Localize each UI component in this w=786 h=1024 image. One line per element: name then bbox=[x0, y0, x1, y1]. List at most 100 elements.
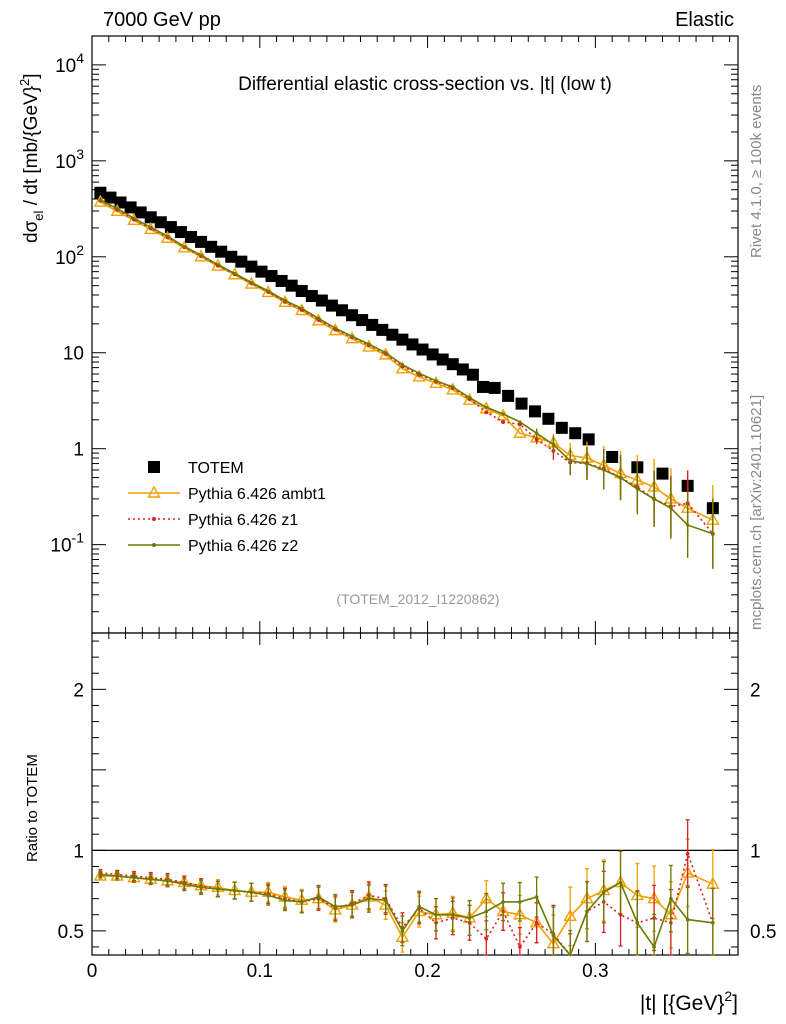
series-point bbox=[182, 244, 186, 249]
series-point bbox=[417, 371, 421, 375]
ratio-series-2 bbox=[98, 850, 715, 957]
ratio-point bbox=[333, 904, 338, 909]
ratio-point bbox=[132, 875, 136, 880]
process-label: Elastic bbox=[675, 9, 734, 31]
totem-point bbox=[488, 381, 501, 394]
x-tick-label: 0.3 bbox=[582, 961, 608, 982]
totem-point bbox=[275, 274, 288, 287]
series-point bbox=[395, 361, 410, 374]
totem-point bbox=[555, 421, 568, 434]
totem-point bbox=[195, 235, 208, 248]
main-data-layer bbox=[93, 186, 720, 569]
series-point bbox=[266, 289, 270, 293]
totem-point bbox=[456, 363, 469, 376]
ratio-point bbox=[316, 895, 321, 899]
y-tick-label: 102 bbox=[55, 242, 84, 269]
x-tick-label: 0.2 bbox=[414, 961, 440, 982]
totem-point bbox=[184, 230, 197, 243]
totem-point bbox=[325, 299, 338, 312]
ratio-plot-frame bbox=[91, 632, 739, 956]
series-point bbox=[199, 253, 203, 257]
series-point bbox=[165, 234, 170, 238]
series-point bbox=[177, 240, 191, 253]
series-point bbox=[602, 468, 606, 472]
ratio-point bbox=[249, 890, 254, 895]
series-point bbox=[652, 497, 656, 501]
ratio-point bbox=[484, 937, 489, 941]
totem-point bbox=[416, 343, 429, 356]
legend-label: Pythia 6.426 ambt1 bbox=[188, 486, 326, 503]
ratio-point bbox=[534, 921, 539, 925]
series-point bbox=[669, 506, 673, 510]
ratio-y-ticks bbox=[92, 640, 738, 948]
totem-point bbox=[515, 397, 528, 410]
series-point bbox=[115, 206, 119, 211]
ratio-point bbox=[534, 895, 539, 899]
y-tick-label: 103 bbox=[55, 146, 84, 173]
series-point bbox=[216, 262, 220, 267]
y-axis-ticks bbox=[92, 35, 738, 613]
totem-point bbox=[305, 290, 318, 303]
totem-point bbox=[245, 260, 258, 273]
ratio-point bbox=[98, 872, 103, 877]
ratio-point bbox=[450, 912, 455, 917]
series-point bbox=[367, 342, 371, 346]
series-point bbox=[149, 225, 153, 229]
ratio-point bbox=[434, 912, 438, 917]
totem-point bbox=[426, 348, 439, 361]
series-point bbox=[233, 271, 237, 276]
ratio-point bbox=[518, 945, 522, 949]
ratio-point bbox=[383, 898, 388, 903]
series-point bbox=[350, 334, 354, 339]
totem-point bbox=[528, 405, 541, 418]
series-point bbox=[518, 420, 522, 424]
totem-point bbox=[466, 368, 479, 381]
series-point bbox=[227, 267, 242, 280]
legend: TOTEM Pythia 6.426 ambt1 Pythia 6.426 z1 Py… bbox=[128, 460, 326, 555]
legend-marker bbox=[148, 461, 160, 473]
ratio-series-0 bbox=[93, 838, 720, 956]
totem-point bbox=[386, 328, 399, 341]
totem-point bbox=[346, 309, 359, 322]
totem-point bbox=[124, 201, 137, 214]
totem-point bbox=[406, 338, 419, 351]
ratio-point bbox=[400, 929, 405, 933]
ratio-point bbox=[182, 882, 187, 886]
series-point bbox=[333, 326, 337, 330]
totem-point bbox=[606, 450, 619, 463]
totem-point bbox=[144, 211, 157, 224]
legend-label: Pythia 6.426 z2 bbox=[188, 538, 298, 555]
legend-label: TOTEM bbox=[188, 460, 244, 477]
ratio-point bbox=[266, 893, 270, 898]
ratio-point bbox=[551, 933, 556, 938]
x-axis-ticks bbox=[91, 36, 731, 955]
series-point bbox=[534, 437, 539, 442]
series-point bbox=[249, 280, 254, 285]
series-point bbox=[400, 363, 405, 367]
series-3 bbox=[98, 198, 715, 569]
series-point bbox=[618, 475, 623, 480]
series-point bbox=[194, 249, 208, 262]
totem-point bbox=[542, 412, 555, 425]
x-tick-label: 0 bbox=[87, 961, 98, 982]
ratio-point bbox=[618, 880, 623, 885]
totem-point bbox=[366, 318, 379, 331]
series-point bbox=[535, 431, 539, 435]
totem-point bbox=[225, 250, 238, 263]
series-point bbox=[300, 306, 304, 310]
totem-point bbox=[295, 285, 308, 298]
x-axis-label: |t| [{GeV}2] bbox=[640, 988, 738, 1015]
totem-point bbox=[356, 314, 369, 327]
totem-point bbox=[134, 206, 147, 219]
ratio-point bbox=[685, 851, 690, 856]
ratio-point bbox=[652, 945, 656, 949]
series-point bbox=[451, 385, 455, 389]
ratio-point bbox=[669, 896, 673, 901]
ratio-tick-label-right: 0.5 bbox=[750, 922, 776, 943]
totem-point bbox=[174, 226, 187, 239]
legend-marker bbox=[152, 543, 156, 547]
series-point bbox=[513, 425, 527, 438]
main-y-axis-label: dσel / dt [mb/{GeV}2] bbox=[17, 73, 46, 243]
series-point bbox=[434, 379, 438, 383]
